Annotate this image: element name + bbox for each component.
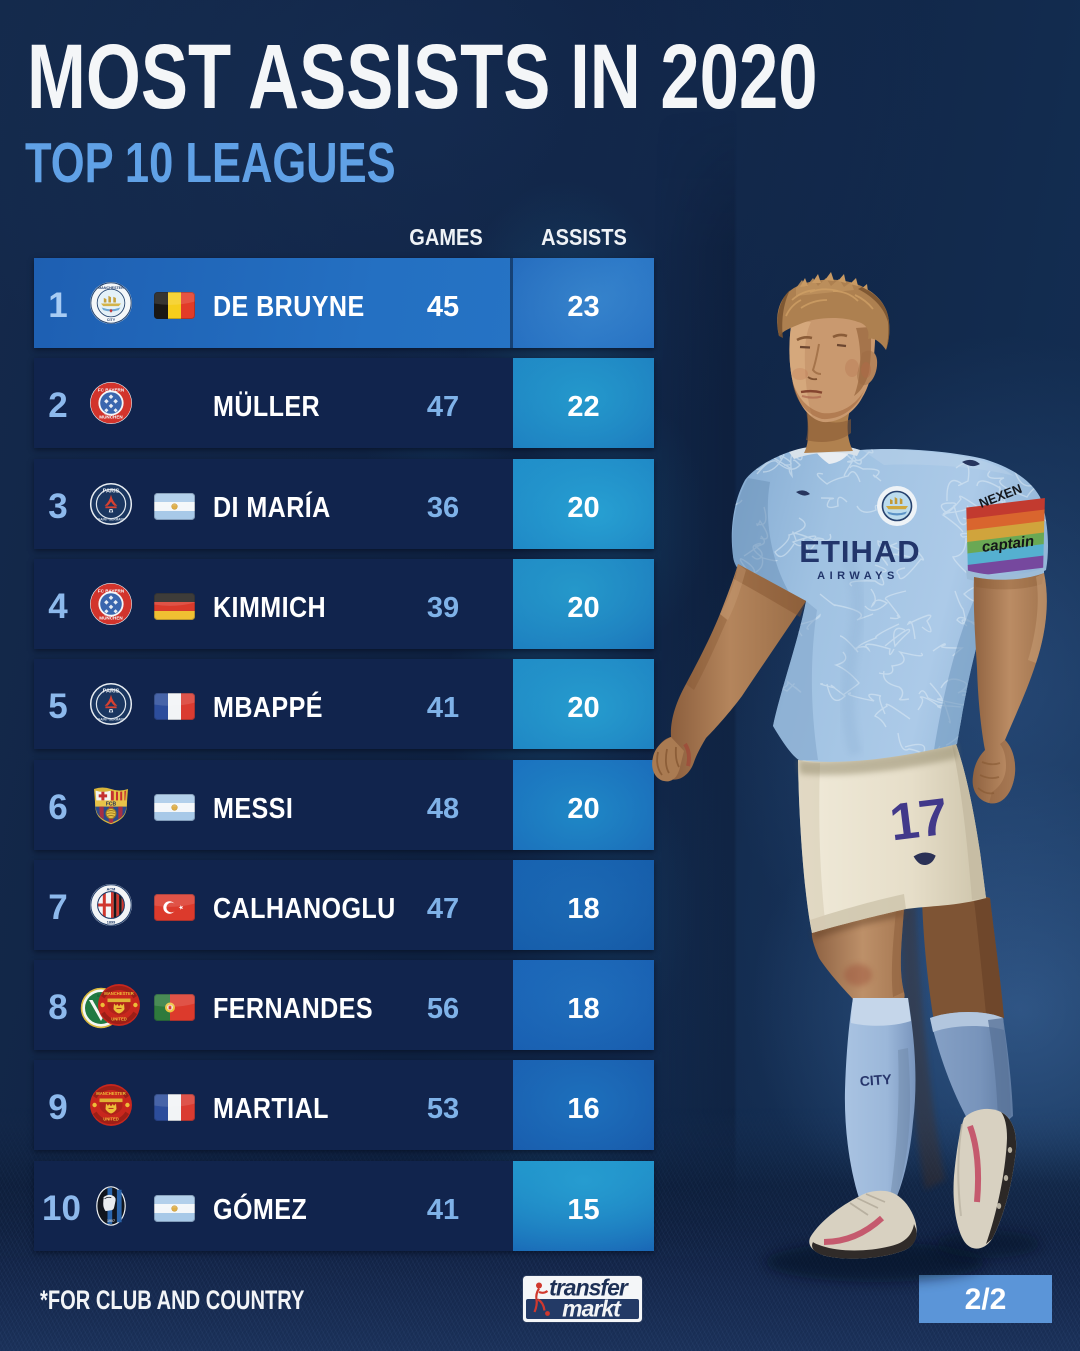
svg-text:FC BAYERN: FC BAYERN bbox=[98, 387, 125, 392]
svg-text:CITY: CITY bbox=[859, 1071, 893, 1089]
svg-text:CITY: CITY bbox=[107, 318, 116, 322]
svg-text:SAINT-GERMAIN: SAINT-GERMAIN bbox=[98, 718, 124, 722]
svg-text:FCB: FCB bbox=[106, 802, 117, 808]
svg-text:MÜNCHEN: MÜNCHEN bbox=[99, 414, 123, 420]
svg-text:1899: 1899 bbox=[107, 920, 115, 924]
svg-text:captain: captain bbox=[981, 533, 1035, 556]
svg-text:markt: markt bbox=[562, 1296, 622, 1322]
svg-text:MANCHESTER: MANCHESTER bbox=[98, 286, 124, 290]
svg-text:MANCHESTER: MANCHESTER bbox=[104, 991, 134, 996]
svg-text:MÜNCHEN: MÜNCHEN bbox=[99, 615, 123, 621]
svg-text:SAINT-GERMAIN: SAINT-GERMAIN bbox=[98, 518, 124, 522]
svg-text:MANCHESTER: MANCHESTER bbox=[96, 1091, 126, 1096]
svg-text:PARIS: PARIS bbox=[103, 489, 120, 495]
svg-text:UNITED: UNITED bbox=[103, 1116, 119, 1121]
svg-text:ACM: ACM bbox=[107, 887, 116, 891]
svg-text:ETIHAD: ETIHAD bbox=[799, 534, 920, 569]
svg-text:17: 17 bbox=[887, 788, 951, 853]
svg-text:1907: 1907 bbox=[107, 1219, 115, 1223]
svg-text:UNITED: UNITED bbox=[111, 1016, 127, 1021]
svg-text:FC BAYERN: FC BAYERN bbox=[98, 588, 125, 593]
svg-text:PARIS: PARIS bbox=[103, 689, 120, 695]
svg-text:transfer: transfer bbox=[549, 1275, 629, 1301]
svg-text:AIRWAYS: AIRWAYS bbox=[817, 570, 899, 582]
